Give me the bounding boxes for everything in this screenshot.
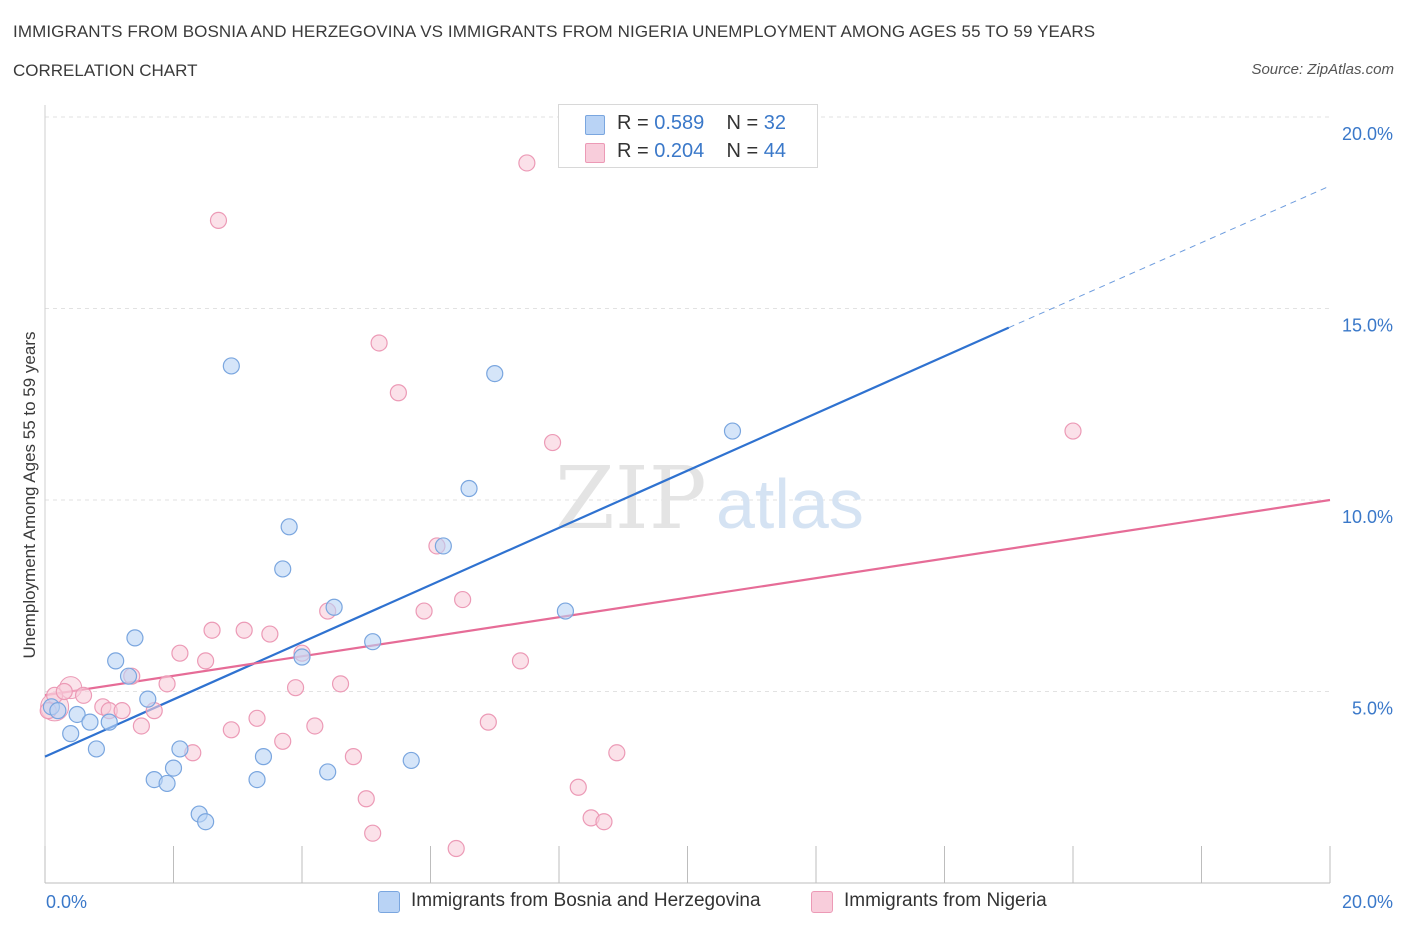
nigeria-point [331, 675, 350, 693]
r-label: R = [617, 140, 649, 162]
bosnia-point [319, 763, 337, 781]
nigeria-point [415, 602, 433, 620]
stats-legend: R = 0.589 N = 32 R = 0.204 N = 44 [558, 104, 818, 168]
nigeria-legend-swatch [811, 891, 833, 913]
bosnia-point [107, 652, 125, 670]
nigeria-point [171, 644, 189, 662]
x-tick-label: 20.0% [1342, 892, 1393, 912]
nigeria-point [203, 621, 221, 639]
bosnia-point [81, 713, 99, 731]
nigeria-point [518, 154, 536, 172]
chart-subtitle: CORRELATION CHART [13, 61, 198, 80]
nigeria-swatch [585, 143, 605, 163]
bosnia-point [248, 770, 266, 789]
bosnia-point [325, 598, 343, 616]
nigeria-point [595, 813, 613, 831]
bosnia-point [87, 740, 106, 758]
legend-label: Immigrants from Bosnia and Herzegovina [411, 890, 761, 911]
bosnia-point [49, 702, 67, 720]
nigeria-point [543, 433, 562, 452]
y-tick-label: 20.0% [1342, 124, 1393, 144]
r-value: 0.589 [654, 112, 705, 134]
nigeria-point [569, 778, 587, 796]
nigeria-point [113, 702, 131, 720]
bosnia-point [126, 629, 144, 647]
nigeria-point [248, 709, 266, 727]
source-credit: Source: ZipAtlas.com [1251, 61, 1394, 78]
bosnia-point [402, 751, 420, 770]
bosnia-legend-swatch [378, 891, 400, 913]
nigeria-point [454, 590, 472, 609]
bosnia-point [486, 365, 504, 383]
nigeria-point [55, 682, 73, 701]
n-label: N = [726, 140, 759, 162]
nigeria-point [209, 211, 228, 230]
bosnia-point [68, 705, 86, 724]
r-value: 0.204 [654, 140, 705, 162]
n-value: 44 [763, 140, 787, 162]
nigeria-point [370, 334, 388, 352]
nigeria-point [357, 790, 375, 808]
bosnia-point [139, 690, 157, 708]
nigeria-point [1064, 422, 1082, 440]
y-tick-label: 5.0% [1352, 699, 1393, 719]
bosnia-point [254, 748, 273, 766]
bosnia-point [222, 357, 240, 375]
nigeria-point [608, 744, 626, 762]
nigeria-point [389, 384, 407, 402]
n-value: 32 [763, 112, 787, 134]
nigeria-point [364, 824, 382, 842]
legend-label: Immigrants from Nigeria [844, 890, 1047, 911]
bosnia-point [556, 602, 575, 620]
bosnia-swatch [585, 115, 605, 135]
bosnia-point [62, 725, 80, 743]
bosnia-trend-extension [1008, 185, 1331, 329]
bosnia-point [280, 518, 298, 536]
y-tick-label: 10.0% [1342, 507, 1393, 527]
bosnia-point [171, 740, 189, 758]
chart-title: IMMIGRANTS FROM BOSNIA AND HERZEGOVINA V… [13, 22, 1096, 41]
nigeria-point [306, 717, 324, 735]
n-label: N = [726, 112, 759, 134]
nigeria-point [479, 713, 497, 731]
x-tick-label: 0.0% [46, 892, 87, 912]
bosnia-point [723, 422, 742, 440]
bosnia-point [100, 713, 118, 731]
nigeria-point [261, 625, 279, 643]
y-tick-label: 15.0% [1342, 316, 1393, 336]
bosnia-point [274, 560, 292, 578]
bosnia-point [460, 479, 478, 498]
bosnia-point [119, 667, 138, 685]
axes [44, 105, 1331, 884]
y-axis-label: Unemployment Among Ages 55 to 59 years [20, 332, 39, 659]
bosnia-point [158, 774, 176, 793]
tick-labels: 5.0% 10.0% 15.0% 20.0% 0.0% 20.0% [46, 124, 1393, 912]
data-points [39, 154, 1082, 858]
watermark-atlas: atlas [716, 465, 864, 543]
nigeria-point [447, 839, 465, 858]
watermark-zip: ZIP [555, 449, 707, 549]
nigeria-point [158, 675, 176, 693]
nigeria-trend-line [44, 498, 1331, 697]
bosnia-point [434, 537, 452, 555]
nigeria-point [511, 652, 530, 670]
nigeria-point [286, 679, 305, 697]
r-label: R = [617, 112, 649, 134]
bosnia-point [164, 759, 183, 777]
trend-lines [44, 185, 1331, 758]
bosnia-trend-line [44, 326, 1010, 758]
bosnia-point [197, 813, 215, 831]
nigeria-point [132, 717, 150, 735]
nigeria-point [235, 621, 253, 639]
bosnia-point [293, 648, 311, 666]
nigeria-point [197, 652, 215, 670]
bosnia-point [364, 633, 382, 651]
grid-lines [45, 116, 1330, 692]
nigeria-point [74, 686, 93, 704]
nigeria-point [274, 732, 292, 750]
nigeria-point [222, 721, 240, 739]
nigeria-point [344, 748, 362, 766]
